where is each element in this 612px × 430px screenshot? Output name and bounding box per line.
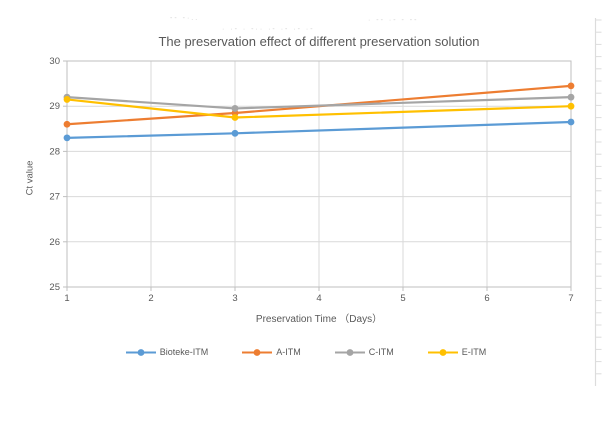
x-axis-title: Preservation Time （Days） bbox=[255, 314, 383, 325]
data-point-C-ITM bbox=[231, 105, 239, 112]
y-tick-label: 30 bbox=[49, 56, 60, 67]
data-point-A-ITM bbox=[63, 120, 71, 128]
data-point-Bioteke-ITM bbox=[567, 118, 575, 126]
chart-legend: Bioteke-ITM A-ITM C-ITM E-ITM bbox=[0, 347, 612, 357]
legend-label: E-ITM bbox=[461, 347, 487, 357]
legend-line-marker-icon bbox=[125, 348, 156, 356]
faded-text-artifact: · -- ·- - -- bbox=[368, 17, 419, 24]
faded-text-artifact: · ·- · -·· ·- ·- ·- ·- bbox=[222, 26, 315, 33]
data-point-E-ITM bbox=[63, 96, 71, 103]
x-tick-label: 6 bbox=[484, 293, 489, 304]
y-tick-label: 28 bbox=[49, 146, 60, 157]
data-point-A-ITM bbox=[567, 82, 575, 90]
faded-text-artifact: -- -·.. bbox=[170, 15, 200, 22]
y-tick-label: 27 bbox=[49, 192, 60, 203]
data-point-E-ITM bbox=[231, 114, 239, 121]
legend-item-A-ITM: A-ITM bbox=[242, 347, 301, 357]
data-point-C-ITM bbox=[567, 93, 575, 101]
legend-label: Bioteke-ITM bbox=[159, 347, 209, 357]
chart-title: The preservation effect of different pre… bbox=[158, 34, 480, 49]
legend-line-marker-icon bbox=[427, 348, 458, 356]
legend-item-C-ITM: C-ITM bbox=[334, 347, 394, 357]
legend-label: A-ITM bbox=[276, 347, 301, 357]
y-tick-label: 26 bbox=[49, 237, 60, 248]
legend-line-marker-icon bbox=[334, 348, 365, 356]
x-tick-label: 5 bbox=[400, 293, 405, 304]
legend-label: C-ITM bbox=[368, 347, 394, 357]
x-tick-label: 2 bbox=[148, 293, 153, 304]
data-point-E-ITM bbox=[567, 102, 575, 110]
legend-line-marker-icon bbox=[242, 348, 273, 356]
legend-item-Bioteke-ITM: Bioteke-ITM bbox=[125, 347, 209, 357]
x-tick-label: 3 bbox=[232, 293, 237, 304]
data-point-Bioteke-ITM bbox=[231, 129, 239, 137]
x-tick-label: 4 bbox=[316, 293, 321, 304]
x-tick-label: 1 bbox=[64, 293, 69, 304]
legend-item-E-ITM: E-ITM bbox=[427, 347, 487, 357]
y-tick-label: 29 bbox=[49, 101, 60, 112]
data-point-Bioteke-ITM bbox=[63, 134, 71, 142]
y-tick-label: 25 bbox=[49, 282, 60, 293]
x-tick-label: 7 bbox=[568, 293, 573, 304]
y-axis-title: Ct value bbox=[24, 160, 36, 196]
